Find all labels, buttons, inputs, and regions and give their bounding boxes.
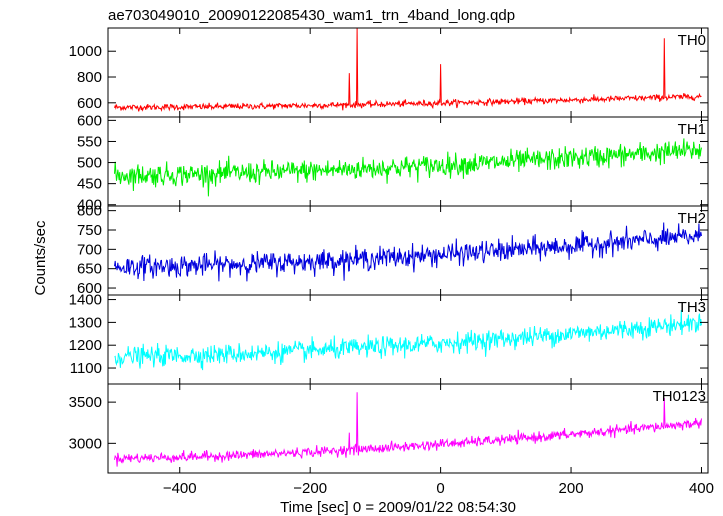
y-tick-label: 550 [77,133,102,150]
y-tick-label: 750 [77,222,102,239]
panel-th0123: 3000 3500 TH0123 [69,383,709,474]
series-line-th2 [114,222,702,282]
y-tick-label: 450 [77,176,102,193]
series-line-th3 [114,309,702,371]
y-axis-label: Counts/sec [32,220,49,296]
panel-th3: 1100 1200 1300 1400 TH3 [69,292,709,385]
y-tick-label: 600 [77,112,102,129]
panel-frame [107,383,709,474]
y-tick-label: 3000 [69,435,102,452]
panel-label-th2: TH2 [678,210,706,227]
y-tick-label: 800 [77,69,102,86]
panel-label-th3: TH3 [678,299,706,316]
x-tick-label: 200 [559,480,584,497]
y-tick-label: 3500 [69,394,102,411]
y-tick-label: 1400 [69,292,102,309]
panels-group: 600 800 1000 TH0 400 450 500 550 600 TH1 600 650 700… [69,27,709,474]
panel-frame [107,294,709,385]
panel-label-th1: TH1 [678,121,706,138]
y-tick-label: 1000 [69,43,102,60]
panel-frame [107,116,709,207]
x-tick-label: −400 [163,480,197,497]
chart-title: ae703049010_20090122085430_wam1_trn_4ban… [108,7,515,24]
series-line-th0123 [114,392,702,467]
panel-label-th0123: TH0123 [653,388,706,405]
y-tick-label: 600 [77,95,102,112]
x-tick-label: 400 [689,480,714,497]
y-tick-label: 500 [77,155,102,172]
y-tick-label: 400 [77,197,102,214]
y-tick-label: 700 [77,241,102,258]
y-tick-label: 650 [77,261,102,278]
panel-th2: 600 650 700 750 800 TH2 [77,203,709,297]
panel-th0: 600 800 1000 TH0 [69,27,709,118]
panel-th1: 400 450 500 550 600 TH1 [77,112,709,214]
x-axis-label: Time [sec] 0 = 2009/01/22 08:54:30 [280,499,516,516]
series-line-th0 [114,28,702,112]
x-tick-label: 0 [436,480,444,497]
y-tick-label: 1300 [69,314,102,331]
x-tick-label: −200 [293,480,327,497]
y-tick-label: 800 [77,203,102,220]
y-tick-label: 600 [77,280,102,297]
y-tick-label: 1100 [70,360,102,377]
x-tick-labels: −400 −200 0 200 400 [163,480,714,497]
y-tick-label: 1200 [69,337,102,354]
series-line-th1 [114,138,702,197]
panel-label-th0: TH0 [678,32,706,49]
